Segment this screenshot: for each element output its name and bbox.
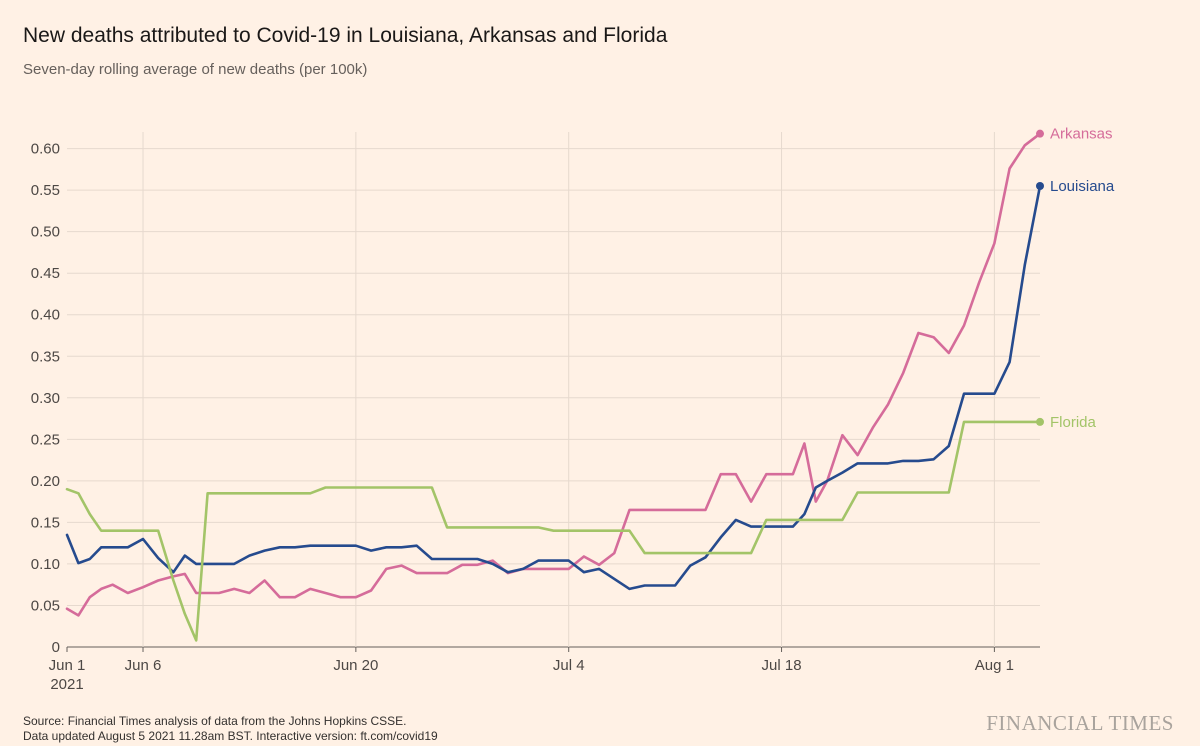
grid-lines <box>66 132 1040 652</box>
y-tick-label: 0.25 <box>31 431 60 448</box>
x-axis-ticks: Jun 1 2021 Jun 6 Jun 20 Jul 4 Jul 18 Aug 1 <box>49 657 1014 693</box>
y-axis-ticks: 0 0.05 0.10 0.15 0.20 0.25 0.30 0.35 0.40 0.45 0.5… <box>31 141 60 656</box>
y-tick-label: 0.60 <box>31 141 60 158</box>
series-end-labels: Arkansas Louisiana Florida <box>1050 126 1115 431</box>
series-end-marker-louisiana <box>1036 181 1044 190</box>
y-tick-label: 0.30 <box>31 390 60 407</box>
y-tick-label: 0.10 <box>31 556 60 573</box>
series-end-marker-florida <box>1036 417 1044 426</box>
series-line-louisiana <box>65 184 1042 591</box>
series-lines <box>65 129 1044 642</box>
y-tick-label: 0.45 <box>31 265 60 282</box>
series-label-louisiana: Louisiana <box>1050 178 1115 195</box>
x-tick-label: Jul 4 <box>553 657 585 674</box>
source-note: Source: Financial Times analysis of data… <box>23 714 407 728</box>
update-note: Data updated August 5 2021 11.28am BST. … <box>23 729 438 743</box>
x-tick-year-label: 2021 <box>50 676 83 693</box>
series-end-marker-arkansas <box>1036 129 1044 138</box>
series-label-florida: Florida <box>1050 414 1097 431</box>
x-tick-label: Jun 6 <box>125 657 162 674</box>
y-tick-label: 0.05 <box>31 597 60 614</box>
chart-subtitle: Seven-day rolling average of new deaths … <box>23 61 368 78</box>
x-tick-label: Aug 1 <box>975 657 1014 674</box>
y-tick-label: 0.15 <box>31 514 60 531</box>
series-line-arkansas <box>65 132 1042 617</box>
y-tick-label: 0.35 <box>31 348 60 365</box>
y-tick-label: 0 <box>52 639 60 656</box>
footer: Source: Financial Times analysis of data… <box>23 714 438 744</box>
y-tick-label: 0.20 <box>31 473 60 490</box>
y-tick-label: 0.40 <box>31 307 60 324</box>
x-tick-label: Jun 20 <box>333 657 378 674</box>
ft-logo: FINANCIAL TIMES <box>986 711 1174 735</box>
series-label-arkansas: Arkansas <box>1050 126 1113 143</box>
chart-title: New deaths attributed to Covid-19 in Lou… <box>23 24 668 47</box>
series-line-florida <box>65 420 1042 642</box>
y-tick-label: 0.50 <box>31 224 60 241</box>
x-tick-label: Jul 18 <box>762 657 802 674</box>
y-tick-label: 0.55 <box>31 182 60 199</box>
x-tick-label: Jun 1 <box>49 657 86 674</box>
